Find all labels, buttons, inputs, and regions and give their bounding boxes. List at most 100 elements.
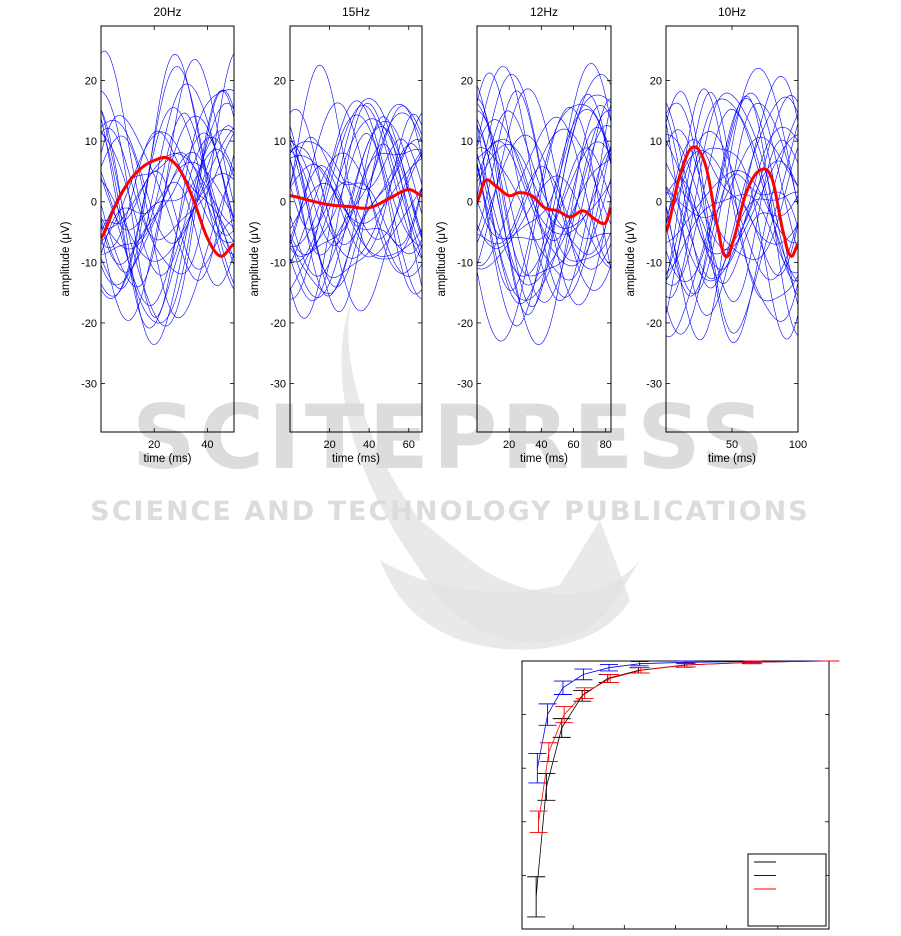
trial-trace-line — [477, 94, 611, 308]
accuracy-error-bar — [553, 680, 572, 695]
trial-trace-line — [101, 127, 234, 241]
trial-trace-line — [666, 108, 798, 286]
trial-trace-line — [290, 138, 422, 259]
trial-trace-line — [666, 92, 798, 283]
trial-trace-line — [290, 98, 422, 319]
y-tick-label: -30 — [457, 379, 473, 391]
accuracy-error-bar — [677, 662, 696, 668]
trial-trace-line — [290, 64, 422, 260]
trial-trace-line — [666, 150, 798, 281]
trial-trace-line — [101, 153, 234, 229]
y-tick-label: 10 — [274, 136, 286, 148]
trial-trace-line — [101, 132, 234, 265]
trial-trace-line — [101, 89, 234, 318]
trial-trace-line — [290, 120, 422, 277]
accuracy-error-bar — [537, 773, 556, 801]
trial-trace-line — [290, 116, 422, 294]
trial-trace-line — [477, 63, 611, 305]
trial-trace-line — [477, 128, 611, 249]
trial-trace-line — [101, 130, 234, 249]
legend-box — [747, 853, 827, 927]
mean-trace-line — [290, 188, 422, 210]
y-tick-label: -10 — [270, 257, 286, 269]
trial-trace-line — [290, 105, 422, 256]
trial-trace-line — [477, 106, 611, 342]
watermark-pen-shape — [380, 520, 630, 650]
accuracy-series — [529, 660, 840, 833]
x-tick-label: 20 — [148, 439, 160, 451]
y-tick-label: 10 — [461, 136, 473, 148]
y-tick-label: -10 — [457, 257, 473, 269]
y-axis-label: amplitude (μV) — [436, 221, 448, 296]
x-tick-label: 60 — [567, 439, 579, 451]
x-tick-label: 40 — [363, 439, 375, 451]
trial-trace-line — [666, 92, 798, 299]
y-tick-label: -20 — [646, 318, 662, 330]
y-tick-label: 0 — [91, 197, 97, 209]
trial-trace-line — [477, 116, 611, 267]
watermark-subtitle-text: SCIENCE AND TECHNOLOGY PUBLICATIONS — [90, 496, 809, 527]
trial-trace-line — [290, 136, 422, 246]
trial-trace-line — [101, 66, 234, 297]
accuracy-error-bar — [631, 667, 650, 674]
trial-trace-line — [101, 90, 234, 324]
panel-title: 20Hz — [153, 5, 181, 19]
trial-trace-line — [290, 104, 422, 313]
y-axis-label: amplitude (μV) — [249, 221, 261, 296]
y-tick-label: 20 — [85, 76, 97, 88]
y-tick-label: -10 — [646, 257, 662, 269]
trial-trace-line — [101, 50, 234, 275]
trial-trace-line — [477, 72, 611, 281]
accuracy-error-bar — [575, 687, 594, 699]
panel-title: 15Hz — [342, 5, 370, 19]
plot-frame — [100, 25, 235, 433]
trial-traces — [666, 67, 798, 343]
y-tick-label: 0 — [467, 197, 473, 209]
y-axis-label: amplitude (μV) — [625, 221, 637, 296]
trial-trace-line — [477, 109, 611, 303]
waveform-panel: -30 -20 -10 0 10 20 20 40 60 15Hz time (ms) amplitu… — [249, 5, 423, 465]
accuracy-legend — [747, 853, 827, 927]
trial-trace-line — [666, 96, 798, 289]
trial-trace-line — [290, 104, 422, 263]
trial-trace-line — [477, 93, 611, 240]
plot-frame — [665, 25, 799, 433]
trial-trace-line — [477, 119, 611, 235]
mean-trace-line — [666, 145, 798, 259]
accuracy-error-bar — [599, 664, 618, 672]
trial-trace-line — [666, 131, 798, 245]
y-tick-label: -10 — [81, 257, 97, 269]
x-tick-label: 20 — [323, 439, 335, 451]
trial-trace-line — [477, 126, 611, 301]
trial-trace-line — [101, 151, 234, 286]
x-tick-label: 20 — [503, 439, 515, 451]
trial-trace-line — [666, 160, 798, 282]
waveform-panel: -30 -20 -10 0 10 20 50 100 10Hz time (ms) amplitud… — [625, 5, 807, 465]
accuracy-series-line — [537, 660, 830, 769]
y-tick-label: -20 — [81, 318, 97, 330]
trial-trace-line — [666, 102, 798, 343]
trial-trace-line — [477, 104, 611, 291]
x-tick-label: 60 — [403, 439, 415, 451]
accuracy-error-bar — [539, 742, 558, 762]
x-tick-label: 80 — [600, 439, 612, 451]
trial-trace-line — [101, 107, 234, 300]
trial-trace-line — [666, 98, 798, 282]
trial-trace-line — [666, 170, 798, 244]
y-tick-label: -20 — [457, 318, 473, 330]
x-tick-label: 40 — [201, 439, 213, 451]
trial-trace-line — [666, 91, 798, 334]
accuracy-series-line — [538, 660, 831, 822]
panel-title: 10Hz — [718, 5, 746, 19]
trial-trace-line — [477, 139, 611, 241]
trial-trace-line — [666, 102, 798, 341]
trial-trace-line — [101, 125, 234, 329]
watermark-swoosh-shape — [341, 280, 640, 643]
trial-traces — [290, 64, 422, 319]
trial-trace-line — [101, 135, 234, 319]
trial-trace-line — [290, 133, 422, 295]
trial-trace-line — [477, 98, 611, 277]
accuracy-error-bar — [574, 668, 593, 681]
x-axis-label: time (ms) — [708, 453, 756, 465]
